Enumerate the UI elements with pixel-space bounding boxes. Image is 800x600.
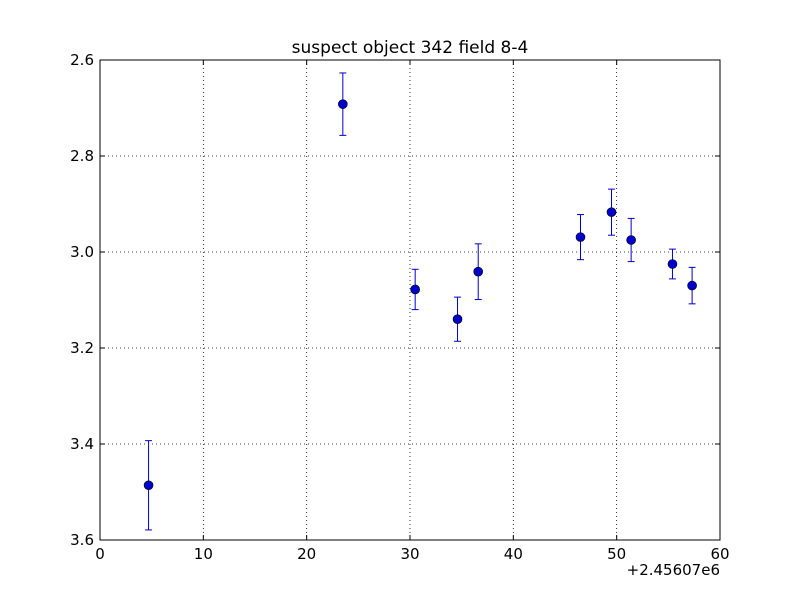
x-tick-label: 60: [710, 545, 729, 563]
data-point: [143, 480, 154, 491]
x-axis-offset-label: +2.45607e6: [627, 561, 720, 579]
data-point: [687, 280, 697, 291]
data-point: [606, 207, 617, 217]
data-point: [473, 266, 484, 277]
x-tick-label: 50: [607, 545, 626, 563]
x-tick-label: 40: [504, 545, 523, 563]
y-tick-label: 3.2: [70, 339, 94, 357]
x-tick-label: 30: [400, 545, 419, 563]
y-tick-label: 3.4: [70, 435, 94, 453]
data-point: [575, 232, 586, 242]
data-point: [626, 235, 636, 245]
data-point: [452, 314, 463, 325]
data-points: [143, 99, 697, 491]
y-tick-label: 3.0: [70, 243, 94, 261]
data-point: [410, 284, 420, 295]
data-point: [667, 259, 678, 269]
axis-ticks: [99, 59, 721, 541]
grid-lines: [100, 60, 720, 540]
y-tick-label: 2.8: [70, 147, 94, 165]
y-tick-label: 2.6: [70, 51, 94, 69]
x-tick-label: 0: [95, 545, 105, 563]
x-tick-label: 20: [297, 545, 316, 563]
data-point: [338, 99, 348, 109]
chart-title: suspect object 342 field 8-4: [292, 38, 529, 58]
y-axis-tick-labels: 2.6 2.8 3.0 3.2 3.4 3.6: [70, 51, 94, 549]
x-tick-label: 10: [194, 545, 213, 563]
x-axis-tick-labels: 0 10 20 30 40 50 60: [95, 545, 729, 563]
y-tick-label: 3.6: [70, 531, 94, 549]
